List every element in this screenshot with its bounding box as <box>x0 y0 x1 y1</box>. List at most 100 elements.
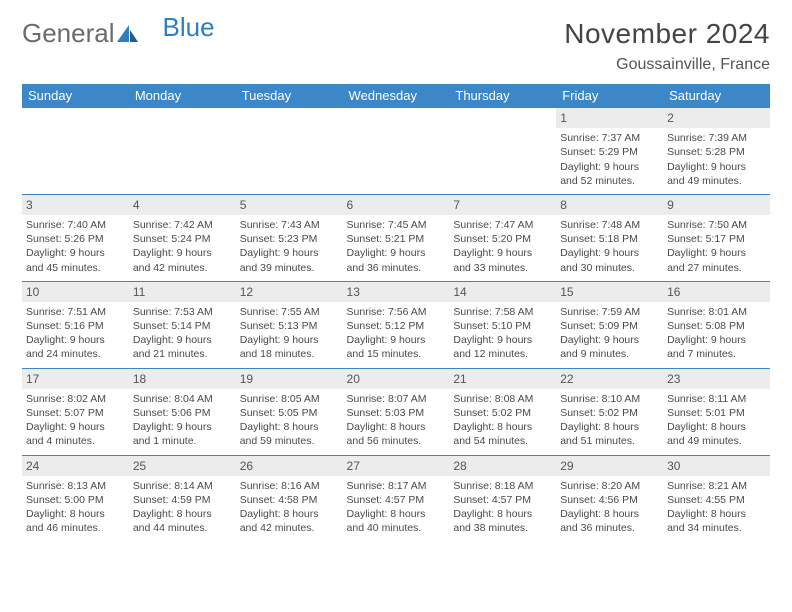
calendar-cell: 12Sunrise: 7:55 AMSunset: 5:13 PMDayligh… <box>236 281 343 368</box>
sunset-text: Sunset: 5:03 PM <box>347 406 446 420</box>
sunset-text: Sunset: 5:24 PM <box>133 232 232 246</box>
daylight-text: and 9 minutes. <box>560 347 659 361</box>
sunrise-text: Sunrise: 8:10 AM <box>560 392 659 406</box>
day-number: 29 <box>556 456 663 476</box>
sunset-text: Sunset: 5:00 PM <box>26 493 125 507</box>
sunrise-text: Sunrise: 8:01 AM <box>667 305 766 319</box>
sunset-text: Sunset: 5:05 PM <box>240 406 339 420</box>
sunset-text: Sunset: 5:01 PM <box>667 406 766 420</box>
sunrise-text: Sunrise: 8:13 AM <box>26 479 125 493</box>
day-header: Wednesday <box>343 84 450 108</box>
daylight-text: Daylight: 8 hours <box>347 420 446 434</box>
daylight-text: Daylight: 8 hours <box>560 507 659 521</box>
daylight-text: and 40 minutes. <box>347 521 446 535</box>
calendar-cell: 15Sunrise: 7:59 AMSunset: 5:09 PMDayligh… <box>556 281 663 368</box>
header: General Blue November 2024 Goussainville… <box>22 18 770 74</box>
month-title: November 2024 <box>564 18 770 50</box>
day-header: Saturday <box>663 84 770 108</box>
sunset-text: Sunset: 5:17 PM <box>667 232 766 246</box>
daylight-text: Daylight: 8 hours <box>560 420 659 434</box>
daylight-text: and 42 minutes. <box>133 261 232 275</box>
sunset-text: Sunset: 5:12 PM <box>347 319 446 333</box>
day-header: Tuesday <box>236 84 343 108</box>
day-number: 30 <box>663 456 770 476</box>
day-number: 3 <box>22 195 129 215</box>
daylight-text: Daylight: 9 hours <box>133 333 232 347</box>
day-number: 13 <box>343 282 450 302</box>
day-number: 7 <box>449 195 556 215</box>
sunrise-text: Sunrise: 8:21 AM <box>667 479 766 493</box>
daylight-text: and 33 minutes. <box>453 261 552 275</box>
day-number: 2 <box>663 108 770 128</box>
calendar-cell: 24Sunrise: 8:13 AMSunset: 5:00 PMDayligh… <box>22 455 129 541</box>
daylight-text: Daylight: 8 hours <box>347 507 446 521</box>
sunset-text: Sunset: 5:07 PM <box>26 406 125 420</box>
daylight-text: Daylight: 9 hours <box>240 333 339 347</box>
day-number: 5 <box>236 195 343 215</box>
daylight-text: Daylight: 8 hours <box>667 507 766 521</box>
day-number: 11 <box>129 282 236 302</box>
daylight-text: Daylight: 9 hours <box>560 246 659 260</box>
calendar-row: 17Sunrise: 8:02 AMSunset: 5:07 PMDayligh… <box>22 368 770 455</box>
calendar-cell: 8Sunrise: 7:48 AMSunset: 5:18 PMDaylight… <box>556 194 663 281</box>
daylight-text: Daylight: 9 hours <box>133 420 232 434</box>
sail-icon <box>117 20 139 51</box>
daylight-text: and 34 minutes. <box>667 521 766 535</box>
daylight-text: Daylight: 8 hours <box>453 420 552 434</box>
day-number: 24 <box>22 456 129 476</box>
day-number: 14 <box>449 282 556 302</box>
sunrise-text: Sunrise: 7:58 AM <box>453 305 552 319</box>
calendar-cell: 10Sunrise: 7:51 AMSunset: 5:16 PMDayligh… <box>22 281 129 368</box>
sunset-text: Sunset: 5:13 PM <box>240 319 339 333</box>
day-number: 17 <box>22 369 129 389</box>
calendar-cell: 13Sunrise: 7:56 AMSunset: 5:12 PMDayligh… <box>343 281 450 368</box>
daylight-text: and 56 minutes. <box>347 434 446 448</box>
calendar-cell: 9Sunrise: 7:50 AMSunset: 5:17 PMDaylight… <box>663 194 770 281</box>
calendar-cell: 6Sunrise: 7:45 AMSunset: 5:21 PMDaylight… <box>343 194 450 281</box>
calendar-cell: 23Sunrise: 8:11 AMSunset: 5:01 PMDayligh… <box>663 368 770 455</box>
sunset-text: Sunset: 5:08 PM <box>667 319 766 333</box>
daylight-text: and 1 minute. <box>133 434 232 448</box>
sunrise-text: Sunrise: 8:11 AM <box>667 392 766 406</box>
daylight-text: Daylight: 9 hours <box>667 333 766 347</box>
sunrise-text: Sunrise: 7:47 AM <box>453 218 552 232</box>
sunrise-text: Sunrise: 8:16 AM <box>240 479 339 493</box>
sunrise-text: Sunrise: 7:53 AM <box>133 305 232 319</box>
sunrise-text: Sunrise: 8:14 AM <box>133 479 232 493</box>
sunset-text: Sunset: 4:56 PM <box>560 493 659 507</box>
daylight-text: Daylight: 9 hours <box>240 246 339 260</box>
sunrise-text: Sunrise: 7:56 AM <box>347 305 446 319</box>
sunrise-text: Sunrise: 8:20 AM <box>560 479 659 493</box>
calendar-table: SundayMondayTuesdayWednesdayThursdayFrid… <box>22 84 770 541</box>
calendar-cell: 4Sunrise: 7:42 AMSunset: 5:24 PMDaylight… <box>129 194 236 281</box>
title-block: November 2024 Goussainville, France <box>564 18 770 74</box>
calendar-cell: 3Sunrise: 7:40 AMSunset: 5:26 PMDaylight… <box>22 194 129 281</box>
day-number: 6 <box>343 195 450 215</box>
location-label: Goussainville, France <box>564 56 770 74</box>
daylight-text: and 24 minutes. <box>26 347 125 361</box>
daylight-text: and 49 minutes. <box>667 434 766 448</box>
sunrise-text: Sunrise: 8:04 AM <box>133 392 232 406</box>
sunset-text: Sunset: 4:58 PM <box>240 493 339 507</box>
calendar-cell: 28Sunrise: 8:18 AMSunset: 4:57 PMDayligh… <box>449 455 556 541</box>
daylight-text: and 45 minutes. <box>26 261 125 275</box>
sunset-text: Sunset: 4:57 PM <box>453 493 552 507</box>
day-number: 4 <box>129 195 236 215</box>
calendar-cell: 19Sunrise: 8:05 AMSunset: 5:05 PMDayligh… <box>236 368 343 455</box>
brand-part2: Blue <box>163 12 215 43</box>
daylight-text: and 18 minutes. <box>240 347 339 361</box>
calendar-cell: 22Sunrise: 8:10 AMSunset: 5:02 PMDayligh… <box>556 368 663 455</box>
sunset-text: Sunset: 5:02 PM <box>560 406 659 420</box>
daylight-text: Daylight: 9 hours <box>560 333 659 347</box>
sunrise-text: Sunrise: 7:48 AM <box>560 218 659 232</box>
calendar-row: 24 Sunrise: 8:13 AMSunset: 5:00 PM Dayligh… <box>22 455 770 541</box>
sunset-text: Sunset: 5:06 PM <box>133 406 232 420</box>
calendar-cell: 11Sunrise: 7:53 AMSunset: 5:14 PMDayligh… <box>129 281 236 368</box>
daylight-text: and 15 minutes. <box>347 347 446 361</box>
daylight-text: and 36 minutes. <box>560 521 659 535</box>
calendar-cell: 5Sunrise: 7:43 AMSunset: 5:23 PMDaylight… <box>236 194 343 281</box>
daylight-text: and 49 minutes. <box>667 174 766 188</box>
sunset-text: Sunset: 4:55 PM <box>667 493 766 507</box>
sunset-text: Sunset: 5:16 PM <box>26 319 125 333</box>
day-number: 21 <box>449 369 556 389</box>
